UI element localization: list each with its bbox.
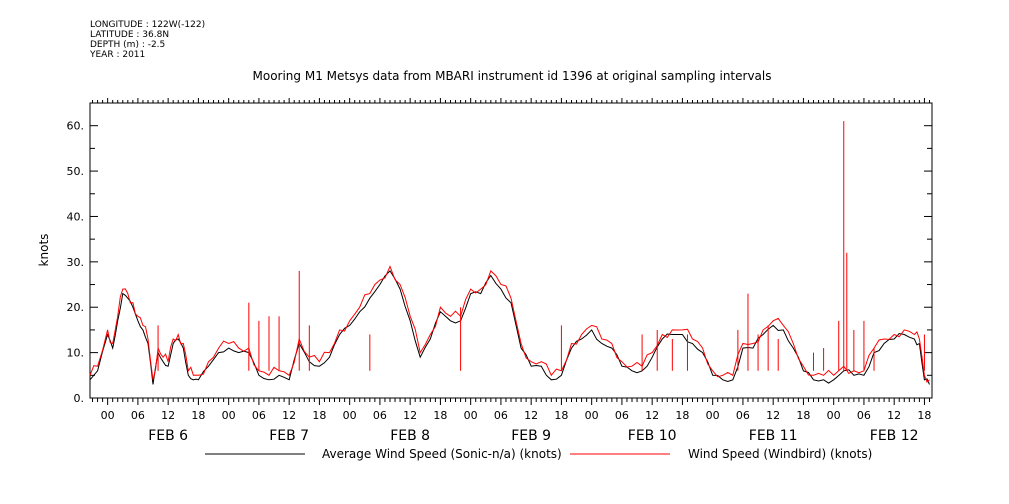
x-day-label: FEB 8: [390, 428, 430, 444]
x-hour-label: 18: [554, 409, 568, 422]
x-hour-label: 06: [736, 409, 750, 422]
y-axis: 0. 10. 20. 30. 40. 50. 60.: [67, 102, 932, 405]
x-hour-label: 18: [675, 409, 689, 422]
x-hour-label: 18: [796, 409, 810, 422]
x-hour-label: 12: [887, 409, 901, 422]
meta-latitude: LATITUDE : 36.8N: [90, 30, 170, 40]
x-hour-label: 06: [494, 409, 508, 422]
chart-title: Mooring M1 Metsys data from MBARI instru…: [253, 69, 772, 83]
x-hour-label: 12: [161, 409, 175, 422]
x-hour-label: 00: [343, 409, 357, 422]
x-hour-label: 00: [464, 409, 478, 422]
x-hour-label: 12: [282, 409, 296, 422]
meta-depth: DEPTH (m) : -2.5: [90, 40, 166, 50]
legend: Average Wind Speed (Sonic-n/a) (knots) W…: [205, 447, 872, 461]
x-day-label: FEB 6: [148, 428, 188, 444]
series-layer: [89, 121, 930, 385]
plot-frame: [89, 102, 933, 399]
x-hour-label: 00: [585, 409, 599, 422]
y-tick-label: 50.: [67, 165, 85, 178]
x-day-label: FEB 10: [628, 428, 677, 444]
x-day-label: FEB 12: [870, 428, 919, 444]
y-tick-label: 20.: [67, 301, 85, 314]
x-hour-label: 12: [524, 409, 538, 422]
meta-year: YEAR : 2011: [90, 50, 146, 60]
x-hour-label: 12: [645, 409, 659, 422]
y-tick-label: 40.: [67, 210, 85, 223]
x-hour-label: 00: [827, 409, 841, 422]
x-hour-label: 12: [766, 409, 780, 422]
x-hour-label: 18: [191, 409, 205, 422]
x-day-label: FEB 7: [269, 428, 309, 444]
y-axis-label: knots: [37, 234, 51, 267]
x-hour-label: 00: [706, 409, 720, 422]
x-day-label: FEB 11: [749, 428, 798, 444]
x-hour-label: 12: [403, 409, 417, 422]
x-hour-label: 06: [857, 409, 871, 422]
x-hour-label: 18: [312, 409, 326, 422]
x-hour-label: 06: [373, 409, 387, 422]
x-hour-label: 06: [615, 409, 629, 422]
series-line-windbird: [89, 265, 930, 383]
x-axis: 00 06 12 18 00 06 12 18 00 06 12 18 00 06 12 18 00 06 12 18…: [92, 98, 931, 444]
y-tick-label: 30.: [67, 256, 85, 269]
legend-label-windbird: Wind Speed (Windbird) (knots): [688, 447, 872, 461]
meta-longitude: LONGITUDE : 122W(-122): [90, 20, 206, 30]
x-hour-label: 18: [433, 409, 447, 422]
y-tick-label: 0.: [74, 392, 85, 405]
x-hour-label: 06: [131, 409, 145, 422]
y-tick-label: 60.: [67, 120, 85, 133]
x-day-label: FEB 9: [511, 428, 551, 444]
legend-label-avg: Average Wind Speed (Sonic-n/a) (knots): [322, 447, 562, 461]
x-hour-label: 00: [101, 409, 115, 422]
y-tick-label: 10.: [67, 347, 85, 360]
x-hour-label: 18: [917, 409, 931, 422]
x-hour-label: 06: [252, 409, 266, 422]
x-hour-label: 00: [222, 409, 236, 422]
